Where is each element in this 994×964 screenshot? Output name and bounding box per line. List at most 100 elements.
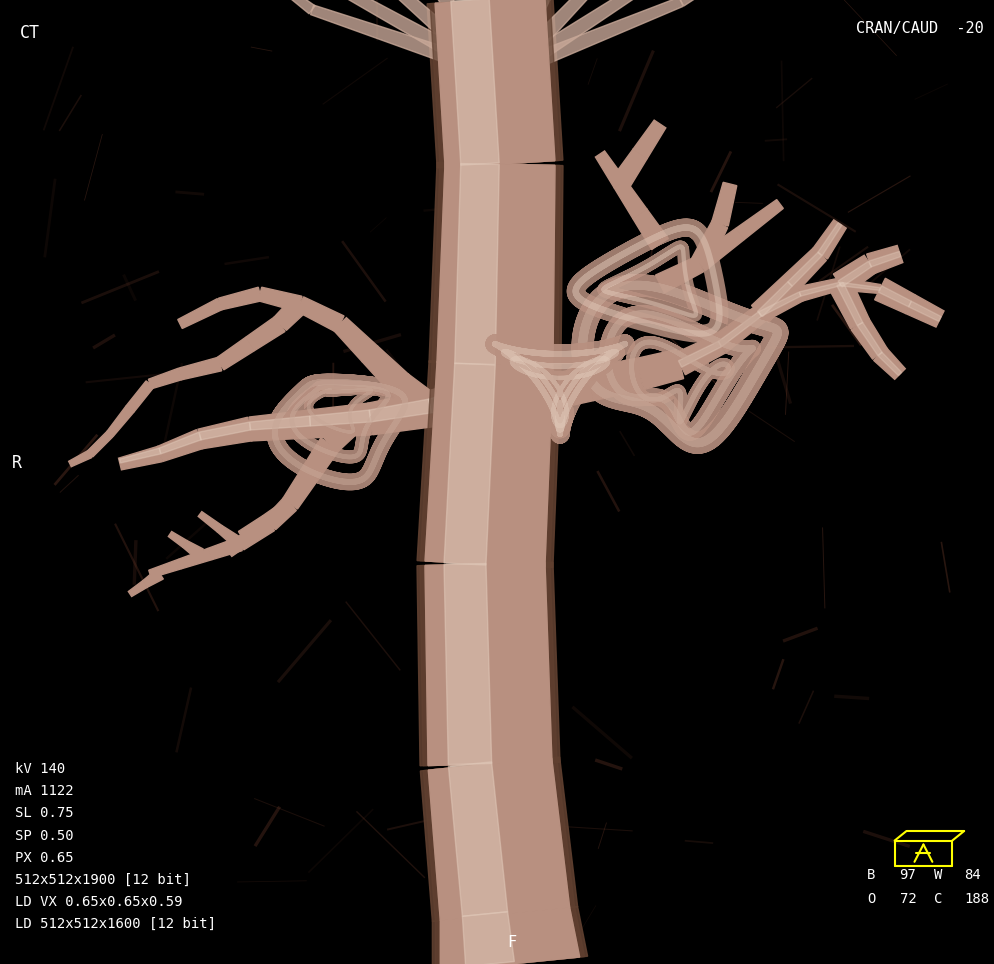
Polygon shape: [159, 432, 202, 454]
Polygon shape: [751, 277, 797, 323]
Polygon shape: [799, 282, 841, 296]
Polygon shape: [178, 549, 212, 569]
Text: SP 0.50: SP 0.50: [15, 828, 74, 843]
Polygon shape: [878, 352, 902, 376]
Polygon shape: [757, 281, 792, 316]
Polygon shape: [655, 256, 704, 293]
Polygon shape: [282, 469, 318, 509]
Polygon shape: [296, 297, 344, 332]
Polygon shape: [874, 348, 906, 379]
Polygon shape: [368, 391, 433, 435]
Polygon shape: [249, 410, 311, 441]
Text: kV 140: kV 140: [15, 762, 66, 776]
Text: CRAN/CAUD  -20: CRAN/CAUD -20: [856, 21, 984, 37]
Polygon shape: [840, 282, 880, 290]
Polygon shape: [833, 255, 876, 294]
Text: W: W: [934, 868, 942, 882]
Polygon shape: [448, 762, 508, 916]
Polygon shape: [199, 422, 250, 440]
Polygon shape: [249, 416, 310, 430]
Polygon shape: [430, 0, 560, 168]
Polygon shape: [218, 525, 244, 549]
Text: 84: 84: [964, 868, 981, 882]
Polygon shape: [392, 374, 439, 420]
Polygon shape: [611, 149, 647, 190]
Polygon shape: [425, 362, 553, 567]
Polygon shape: [425, 375, 495, 426]
Polygon shape: [851, 318, 888, 359]
Polygon shape: [183, 541, 204, 559]
Polygon shape: [460, 0, 503, 66]
Polygon shape: [788, 253, 822, 286]
Polygon shape: [179, 358, 222, 380]
Polygon shape: [368, 0, 486, 70]
Polygon shape: [362, 346, 410, 393]
Polygon shape: [437, 163, 555, 365]
Polygon shape: [148, 368, 182, 388]
Polygon shape: [435, 907, 584, 964]
Polygon shape: [906, 295, 944, 327]
Text: PX 0.65: PX 0.65: [15, 850, 74, 865]
Text: mA 1122: mA 1122: [15, 784, 74, 798]
Polygon shape: [869, 252, 901, 267]
Text: R: R: [12, 454, 22, 471]
Polygon shape: [273, 297, 307, 331]
Polygon shape: [879, 285, 911, 307]
Polygon shape: [756, 287, 803, 322]
Polygon shape: [149, 559, 182, 577]
Polygon shape: [450, 762, 516, 917]
Polygon shape: [782, 248, 826, 291]
Polygon shape: [503, 0, 573, 67]
Polygon shape: [126, 381, 154, 413]
Polygon shape: [495, 0, 523, 65]
Polygon shape: [420, 562, 557, 765]
Text: CT: CT: [20, 24, 40, 42]
Polygon shape: [198, 512, 223, 532]
Polygon shape: [453, 0, 507, 166]
Polygon shape: [239, 516, 267, 537]
Polygon shape: [178, 299, 223, 329]
Polygon shape: [334, 0, 479, 71]
Polygon shape: [369, 399, 431, 422]
Polygon shape: [512, 0, 618, 69]
Polygon shape: [263, 498, 293, 522]
Text: 512x512x1900 [12 bit]: 512x512x1900 [12 bit]: [15, 872, 191, 887]
Polygon shape: [446, 563, 500, 764]
Polygon shape: [420, 757, 578, 922]
Polygon shape: [837, 282, 863, 326]
Polygon shape: [237, 518, 274, 549]
Polygon shape: [420, 361, 558, 567]
Polygon shape: [143, 569, 163, 587]
Polygon shape: [595, 151, 626, 188]
Polygon shape: [462, 912, 514, 964]
Polygon shape: [736, 200, 783, 240]
Polygon shape: [524, 0, 683, 71]
Polygon shape: [87, 431, 113, 457]
Polygon shape: [425, 563, 552, 765]
Polygon shape: [302, 438, 339, 479]
Polygon shape: [798, 279, 842, 302]
Polygon shape: [758, 292, 801, 316]
Polygon shape: [417, 361, 561, 568]
Polygon shape: [428, 384, 492, 413]
Polygon shape: [157, 430, 204, 462]
Text: LD 512x512x1600 [12 bit]: LD 512x512x1600 [12 bit]: [15, 917, 216, 931]
Polygon shape: [246, 316, 285, 351]
Polygon shape: [435, 0, 555, 168]
Polygon shape: [718, 311, 761, 346]
Polygon shape: [270, 0, 315, 13]
Polygon shape: [636, 349, 684, 389]
Polygon shape: [812, 220, 846, 259]
Polygon shape: [69, 450, 91, 467]
Polygon shape: [417, 562, 560, 765]
Polygon shape: [432, 163, 560, 365]
Polygon shape: [440, 907, 580, 964]
Polygon shape: [614, 180, 647, 219]
Polygon shape: [309, 403, 372, 438]
Polygon shape: [838, 261, 872, 287]
Polygon shape: [633, 120, 666, 159]
Polygon shape: [229, 536, 252, 556]
Polygon shape: [829, 279, 870, 329]
Text: SL 0.75: SL 0.75: [15, 806, 74, 820]
Polygon shape: [429, 162, 563, 365]
